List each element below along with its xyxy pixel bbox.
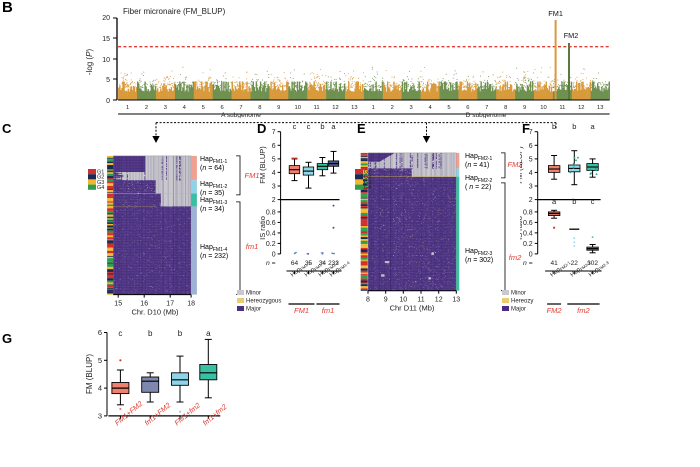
svg-text:4: 4 [428, 105, 432, 111]
svg-text:12: 12 [332, 105, 338, 111]
svg-text:1: 1 [126, 105, 129, 111]
svg-text:4: 4 [272, 170, 276, 177]
svg-text:FM2: FM2 [564, 31, 579, 40]
svg-text:5: 5 [447, 105, 450, 111]
svg-text:6: 6 [466, 105, 469, 111]
svg-text:3: 3 [409, 105, 412, 111]
svg-text:13: 13 [351, 105, 357, 111]
svg-text:5: 5 [106, 77, 110, 84]
svg-text:15: 15 [114, 301, 122, 308]
svg-text:Chr. D10 (Mb): Chr. D10 (Mb) [131, 308, 179, 317]
svg-text:-log (P): -log (P) [85, 49, 94, 76]
svg-text:64: 64 [291, 260, 299, 267]
svg-text:2: 2 [272, 197, 276, 204]
svg-text:0: 0 [106, 98, 110, 105]
svg-text:(n = 34): (n = 34) [200, 206, 224, 213]
svg-text:2: 2 [391, 105, 394, 111]
svg-text:20: 20 [102, 15, 110, 22]
svg-text:c: c [307, 122, 311, 131]
svg-text:4: 4 [183, 105, 187, 111]
svg-text:n =: n = [266, 260, 276, 267]
svg-text:HapFM1-2: HapFM1-2 [200, 181, 228, 190]
svg-text:0.6: 0.6 [266, 220, 276, 227]
svg-text:5: 5 [202, 105, 205, 111]
svg-text:7: 7 [239, 105, 242, 111]
svg-text:c: c [293, 122, 297, 131]
svg-text:E: E [357, 121, 366, 136]
svg-text:13: 13 [597, 105, 603, 111]
svg-text:9: 9 [523, 105, 526, 111]
svg-text:(n = 35): (n = 35) [200, 190, 224, 197]
svg-text:a: a [331, 122, 336, 131]
svg-text:12: 12 [578, 105, 584, 111]
svg-text:C: C [2, 121, 12, 136]
svg-text:8: 8 [258, 105, 261, 111]
svg-text:15: 15 [102, 36, 110, 43]
svg-text:10: 10 [294, 105, 300, 111]
svg-text:(n = 232): (n = 232) [200, 253, 228, 260]
svg-text:10: 10 [102, 57, 110, 64]
svg-text:HapFM1-4: HapFM1-4 [200, 244, 228, 253]
svg-text:0.2: 0.2 [266, 241, 276, 248]
svg-text:G4: G4 [97, 185, 104, 191]
svg-text:7: 7 [272, 129, 276, 136]
svg-text:10: 10 [540, 105, 546, 111]
svg-text:3: 3 [272, 184, 276, 191]
svg-text:D: D [257, 121, 266, 136]
svg-text:16: 16 [140, 301, 148, 308]
svg-text:1: 1 [372, 105, 375, 111]
svg-text:2: 2 [145, 105, 148, 111]
svg-text:FM1: FM1 [548, 9, 563, 18]
svg-text:IS ratio: IS ratio [258, 216, 267, 240]
svg-text:(n = 64): (n = 64) [200, 165, 224, 172]
svg-text:fm1: fm1 [322, 306, 335, 315]
svg-text:Fiber micronaire (FM_BLUP): Fiber micronaire (FM_BLUP) [123, 7, 226, 16]
svg-text:11: 11 [559, 105, 565, 111]
svg-text:11: 11 [314, 105, 320, 111]
svg-text:FM1: FM1 [294, 306, 309, 315]
svg-text:0.4: 0.4 [266, 230, 276, 237]
svg-text:7: 7 [485, 105, 488, 111]
svg-text:18: 18 [187, 301, 195, 308]
svg-text:FM (BLUP): FM (BLUP) [258, 146, 267, 184]
svg-text:HapFM1-1: HapFM1-1 [200, 156, 228, 165]
svg-text:6: 6 [220, 105, 223, 111]
svg-text:5: 5 [272, 156, 276, 163]
svg-text:B: B [2, 0, 13, 16]
svg-text:HapFM1-3: HapFM1-3 [200, 197, 228, 206]
svg-text:6: 6 [272, 143, 276, 150]
svg-text:9: 9 [277, 105, 280, 111]
svg-text:3: 3 [164, 105, 167, 111]
svg-text:0.8: 0.8 [266, 209, 276, 216]
svg-text:17: 17 [166, 301, 174, 308]
svg-text:0: 0 [272, 251, 276, 258]
svg-text:8: 8 [504, 105, 507, 111]
svg-text:b: b [320, 122, 324, 131]
